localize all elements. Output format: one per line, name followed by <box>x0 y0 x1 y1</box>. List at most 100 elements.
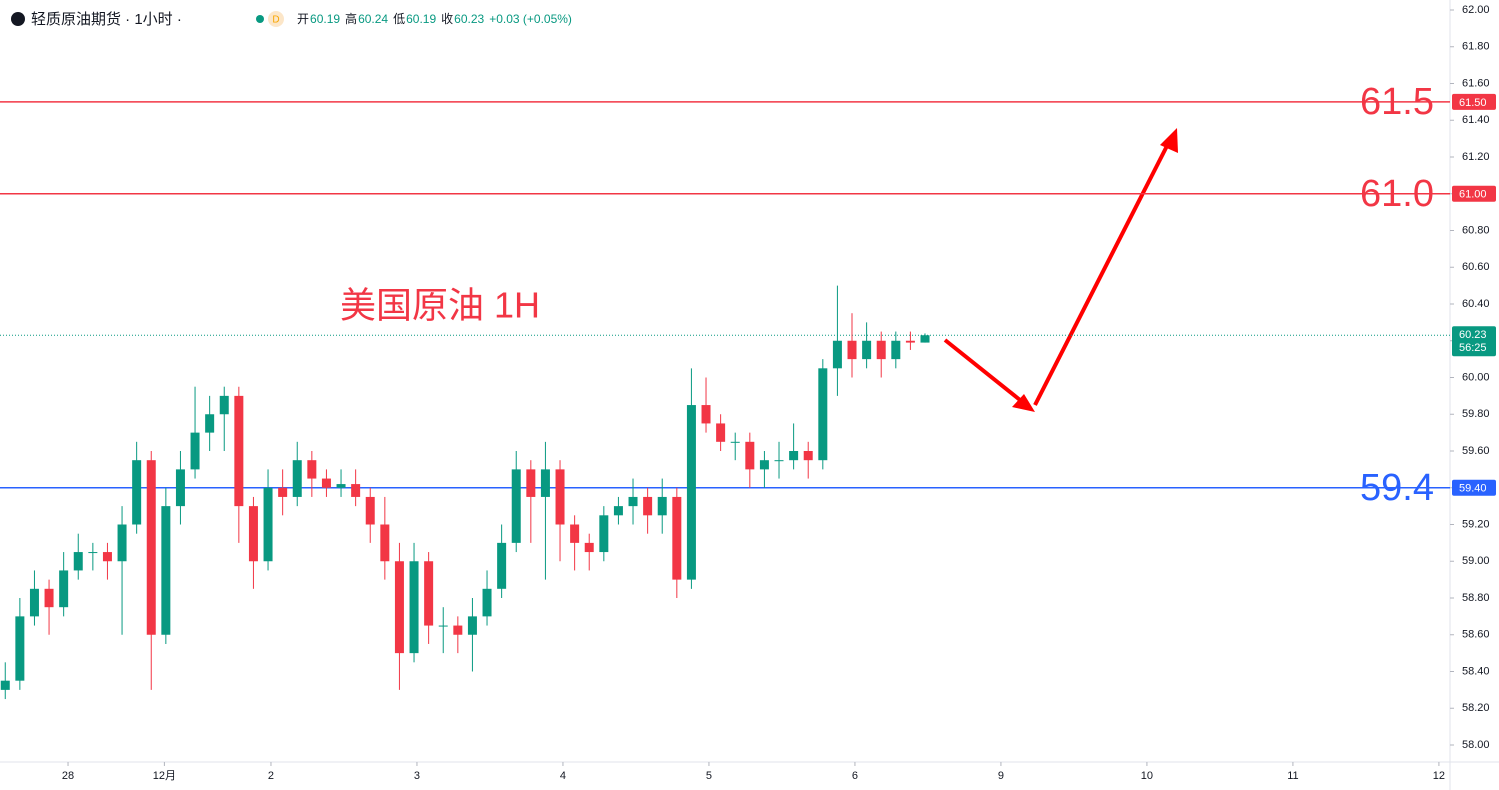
forecast-arrow <box>943 128 1178 412</box>
arrow-head <box>1160 128 1178 153</box>
candle-body <box>263 487 273 562</box>
level-tag-bg <box>1452 479 1496 496</box>
candle-body <box>219 395 229 415</box>
x-tick-label: 3 <box>414 770 420 782</box>
symbol-title: 轻质原油期货 · 1小时 · <box>31 11 182 28</box>
candle-body <box>132 460 142 525</box>
y-tick-label: 58.40 <box>1462 665 1490 677</box>
candle-body <box>570 524 580 543</box>
y-tick-label: 59.80 <box>1462 408 1490 420</box>
y-tick-label: 59.00 <box>1462 555 1490 567</box>
y-tick-label: 61.80 <box>1462 41 1490 53</box>
candle-body <box>672 496 682 580</box>
x-tick-label: 12 <box>1433 770 1445 782</box>
candle-body <box>336 484 346 488</box>
arrow-head <box>1012 394 1035 412</box>
ohlc-value: 60.19 <box>310 12 340 26</box>
candle-body <box>774 460 784 462</box>
candle-body <box>453 625 463 635</box>
current-tag: 60.23 <box>1459 329 1487 341</box>
candle-body <box>657 496 667 516</box>
level-tag: 59.40 <box>1459 483 1487 495</box>
ohlc-label: 低 <box>393 12 405 26</box>
ohlc-change: +0.03 (+0.05%) <box>489 12 572 26</box>
candle-body <box>146 460 156 635</box>
candle-body <box>599 515 609 553</box>
candle-body <box>190 432 200 470</box>
candle-body <box>862 340 872 360</box>
candle-body <box>905 340 915 343</box>
y-tick-label: 58.60 <box>1462 629 1490 641</box>
level-label: 59.4 <box>1360 467 1434 509</box>
y-tick-label: 61.20 <box>1462 151 1490 163</box>
candle-body <box>540 469 550 497</box>
candle-body <box>175 469 185 507</box>
symbol-icon <box>11 12 25 26</box>
candle-body <box>424 561 434 626</box>
candle-body <box>205 414 215 433</box>
y-tick-label: 61.40 <box>1462 114 1490 126</box>
candle-body <box>613 506 623 516</box>
status-dot <box>256 15 264 23</box>
candle-body <box>701 405 711 424</box>
x-tick-label: 10 <box>1141 770 1153 782</box>
candle-body <box>88 552 98 554</box>
ohlc-value: 60.24 <box>358 12 388 26</box>
y-tick-label: 60.40 <box>1462 298 1490 310</box>
level-label: 61.5 <box>1360 81 1434 123</box>
candle-body <box>380 524 390 562</box>
badge-bg <box>268 11 284 27</box>
annotation: 美国原油 1H <box>340 285 540 326</box>
ohlc-value: 60.19 <box>406 12 436 26</box>
y-tick-label: 60.60 <box>1462 261 1490 273</box>
x-tick-label: 4 <box>560 770 566 782</box>
candle-body <box>789 451 799 461</box>
x-tick-label: 2 <box>268 770 274 782</box>
candle-body <box>292 460 302 497</box>
candle-body <box>745 441 755 470</box>
candle-body <box>0 680 10 690</box>
level-tag: 61.00 <box>1459 189 1487 201</box>
current-tag-bg <box>1452 326 1496 357</box>
ohlc-values: 开 60.19 高 60.24 低 60.19 收 60.23 +0.03 (+0.05%) <box>297 11 572 26</box>
candle-body <box>351 484 361 497</box>
candle-body <box>365 496 375 525</box>
candle-body <box>643 496 653 516</box>
level-tag-bg <box>1452 93 1496 110</box>
candle-body <box>891 340 901 360</box>
x-tick-label: 28 <box>62 770 74 782</box>
x-tick-label: 6 <box>852 770 858 782</box>
header: 轻质原油期货 · 1小时 · D 开 60.19 高 60.24 低 60.19 收 60.2… <box>11 11 572 28</box>
ohlc-label: 收 <box>441 12 453 26</box>
candle-body <box>511 469 521 543</box>
candle-body <box>730 441 740 443</box>
x-tick-label: 11 <box>1287 770 1298 782</box>
candle-body <box>482 588 492 617</box>
ohlc-label: 高 <box>345 11 357 26</box>
badge: D <box>272 15 279 26</box>
x-tick-label: 5 <box>706 770 712 782</box>
candle-body <box>438 625 448 627</box>
x-tick-label: 9 <box>998 770 1004 782</box>
countdown: 56:25 <box>1459 342 1487 354</box>
arrow-segment <box>1033 139 1172 406</box>
level-tag: 61.50 <box>1459 97 1487 109</box>
candle-body <box>803 451 813 461</box>
candle-body <box>15 616 25 681</box>
candle-body <box>818 368 828 461</box>
y-tick-label: 62.00 <box>1462 4 1490 16</box>
y-tick-label: 59.20 <box>1462 518 1490 530</box>
candle-body <box>248 506 258 562</box>
candle-body <box>161 506 171 635</box>
candle-body <box>526 469 536 497</box>
level-label: 61.0 <box>1360 173 1434 215</box>
y-tick-label: 58.00 <box>1462 739 1490 751</box>
x-tick-label: 12月 <box>153 770 176 782</box>
candle-body <box>234 395 244 507</box>
y-tick-label: 58.20 <box>1462 702 1490 714</box>
candle-body <box>584 542 594 553</box>
candle-body <box>409 561 419 654</box>
candle-body <box>920 335 930 343</box>
